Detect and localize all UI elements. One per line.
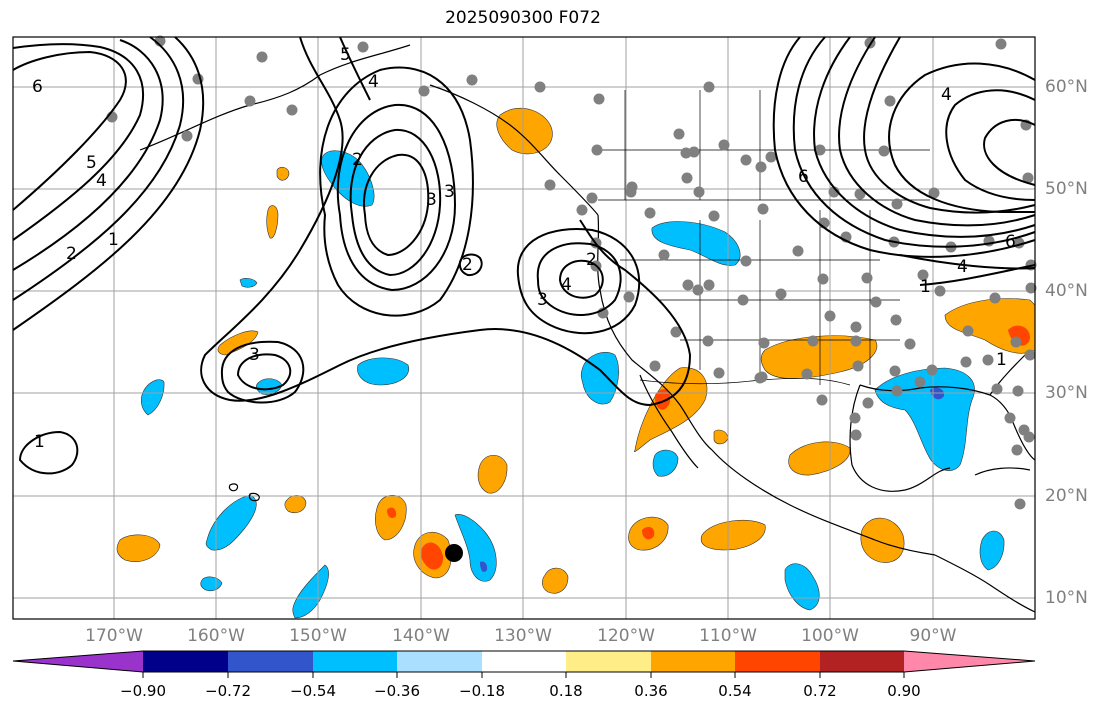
contour-labels: 6 5 4 2 1 2 4 3 3 2 5 3 4 2 3 1 6 4 6 4 … (32, 45, 1016, 452)
longitude-label: 90°W (909, 626, 957, 646)
colorbar-segment (904, 651, 1035, 672)
longitude-label: 170°W (85, 626, 143, 646)
contour-label: 1 (108, 230, 119, 250)
political-borders (598, 90, 930, 386)
positive-region (860, 517, 905, 563)
contour-label: 4 (368, 72, 379, 92)
colorbar-tick-label: 0.90 (887, 682, 921, 700)
positive-region (788, 441, 851, 476)
negative-region (651, 221, 741, 266)
colorbar-segment (143, 651, 228, 672)
contour-label: 1 (920, 277, 931, 297)
negative-region (321, 150, 375, 207)
latitude-label: 50°N (1045, 179, 1088, 199)
negative-region (239, 278, 258, 288)
colorbar-segment (735, 651, 820, 672)
colorbar-segment (820, 651, 904, 672)
negative-region (292, 564, 329, 619)
contour-label: 4 (941, 85, 952, 105)
contour-label: 5 (340, 45, 351, 65)
colorbar-tick-label: −0.54 (290, 682, 336, 700)
negative-region (140, 379, 165, 416)
positive-core (387, 507, 397, 518)
colorbar-segment (228, 651, 313, 672)
longitude-label: 100°W (801, 626, 859, 646)
colorbar-tick-label: −0.18 (459, 682, 505, 700)
contour-label: 6 (1005, 232, 1016, 252)
contour-label: 1 (34, 432, 45, 452)
contour-label: 3 (537, 290, 548, 310)
positive-region (700, 519, 766, 551)
negative-region (205, 494, 257, 551)
colorbar-tick-label: 0.54 (718, 682, 752, 700)
longitude-label: 120°W (597, 626, 655, 646)
colorbar-segment (566, 651, 651, 672)
negative-core (480, 561, 488, 572)
contour-label: 2 (352, 150, 363, 170)
graticule (13, 37, 1035, 619)
longitude-label: 110°W (699, 626, 757, 646)
contour-label: 4 (96, 171, 107, 191)
colorbar-segment (397, 651, 482, 672)
contour-label: 1 (996, 350, 1007, 370)
positive-region (477, 454, 508, 494)
colorbar-tick-label: −0.36 (374, 682, 420, 700)
colorbar-tick-label: −0.90 (120, 682, 166, 700)
colorbar-segment (482, 651, 566, 672)
latitude-label: 40°N (1045, 281, 1088, 301)
positive-core (654, 389, 671, 410)
map-border (12, 36, 1036, 620)
positive-core (420, 542, 444, 570)
contour-label: 3 (426, 190, 437, 210)
colorbar-tick-label: −0.72 (205, 682, 251, 700)
positive-region (496, 107, 553, 155)
negative-region (357, 357, 410, 386)
latitude-label: 30°N (1045, 383, 1088, 403)
contour-label: 6 (798, 167, 809, 187)
colorbar-tick-label: 0.36 (634, 682, 668, 700)
positive-region (276, 166, 290, 181)
contour-label: 6 (32, 77, 43, 97)
latitude-label: 20°N (1045, 486, 1088, 506)
longitude-label: 140°W (392, 626, 450, 646)
anomaly-shading (116, 107, 1036, 619)
contour-lines (12, 36, 1036, 475)
negative-region (580, 351, 619, 405)
contour-label: 4 (957, 257, 968, 277)
longitude-label: 160°W (187, 626, 245, 646)
positive-core (642, 526, 655, 540)
storm-center-marker (445, 544, 463, 562)
contour-label: 2 (586, 250, 597, 270)
colorbar (12, 650, 1036, 678)
longitude-label: 150°W (289, 626, 347, 646)
contour-label: 2 (66, 244, 77, 264)
positive-region (266, 205, 279, 239)
negative-region (200, 576, 223, 592)
contour-label: 3 (444, 182, 455, 202)
map-title: 2025090300 F072 (445, 8, 601, 28)
negative-region (652, 449, 679, 477)
colorbar-segment (313, 651, 397, 672)
contour-label: 2 (462, 255, 473, 275)
latitude-label: 60°N (1045, 77, 1088, 97)
colorbar-tick-label: 0.72 (803, 682, 837, 700)
positive-region (542, 567, 569, 594)
contour-label: 4 (561, 275, 572, 295)
latitude-label: 10°N (1045, 588, 1088, 608)
longitude-label: 130°W (494, 626, 552, 646)
contour-label: 3 (249, 345, 260, 365)
positive-region (760, 335, 878, 379)
contour-label: 5 (86, 153, 97, 173)
colorbar-tick-label: 0.18 (549, 682, 583, 700)
colorbar-segment (13, 651, 143, 672)
colorbar-segment (651, 651, 735, 672)
positive-region (116, 534, 161, 562)
negative-region (979, 530, 1005, 571)
